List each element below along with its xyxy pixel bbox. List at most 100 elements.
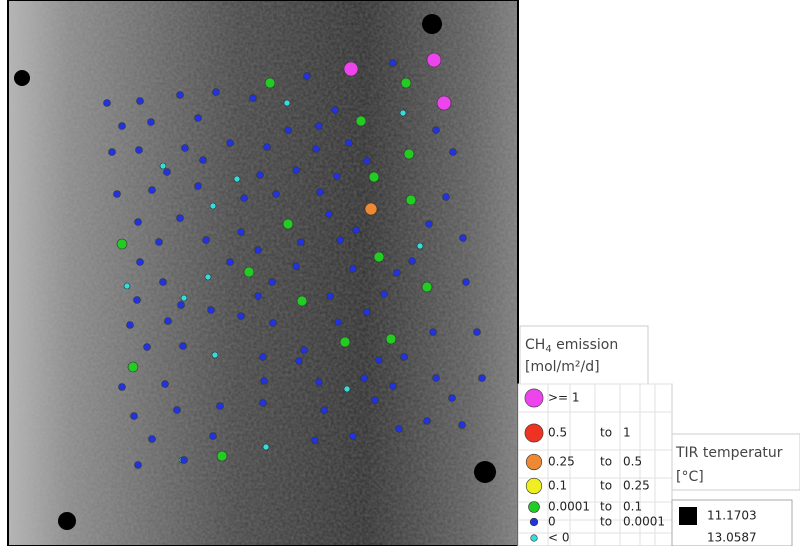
sample-point	[296, 295, 308, 307]
legend-title: TIR temperatur	[675, 445, 783, 461]
sample-point	[459, 234, 467, 242]
sample-point	[425, 220, 433, 228]
legend-label: 0.5	[548, 426, 567, 440]
sample-point	[343, 61, 359, 77]
sample-point	[180, 294, 188, 302]
legend-symbol	[524, 388, 544, 408]
legend-symbol	[528, 501, 540, 513]
sample-point	[254, 292, 262, 300]
sample-point	[173, 406, 181, 414]
sample-point	[118, 383, 126, 391]
sample-point	[260, 377, 268, 385]
sample-point	[118, 122, 126, 130]
sample-point	[176, 91, 184, 99]
legend-label: to	[600, 455, 612, 469]
sample-point	[211, 351, 219, 359]
sample-point	[432, 126, 440, 134]
sample-point	[226, 139, 234, 147]
sample-point	[311, 436, 319, 444]
sample-point	[405, 194, 417, 206]
legend-unit: [mol/m²/d]	[525, 359, 600, 375]
sample-point	[355, 115, 367, 127]
sample-point	[300, 346, 308, 354]
sample-point	[400, 353, 408, 361]
sample-point	[360, 374, 368, 382]
color-swatch	[679, 507, 697, 525]
legend-label: 0.0001	[548, 500, 590, 514]
legend-label: >= 1	[548, 391, 580, 405]
sample-point	[385, 333, 397, 345]
legend-label: 0.1	[548, 479, 567, 493]
sample-point	[268, 278, 276, 286]
sample-point	[349, 265, 357, 273]
sample-point	[269, 319, 277, 327]
sample-point	[259, 353, 267, 361]
sample-point	[345, 139, 353, 147]
sample-point	[282, 218, 294, 230]
sample-point	[389, 382, 397, 390]
legend-label: to	[600, 426, 612, 440]
sample-point	[478, 374, 486, 382]
sample-point	[113, 190, 121, 198]
sample-point	[320, 406, 328, 414]
sample-point	[262, 443, 270, 451]
sample-point	[325, 210, 333, 218]
sample-point	[177, 301, 185, 309]
sample-point	[133, 296, 141, 304]
sample-point	[264, 77, 276, 89]
sample-point	[209, 202, 217, 210]
sample-point	[216, 402, 224, 410]
sample-point	[243, 266, 255, 278]
legend-entry: 11.1703	[707, 509, 757, 523]
sample-point	[159, 278, 167, 286]
sample-point	[136, 258, 144, 266]
sample-point	[134, 461, 142, 469]
sample-point	[163, 168, 171, 176]
legend-title-subscript: 4	[545, 344, 551, 355]
sample-point	[331, 106, 339, 114]
sample-point	[143, 343, 151, 351]
sample-point	[326, 292, 334, 300]
sample-point	[312, 145, 320, 153]
sample-point	[363, 308, 371, 316]
legend-label: 0.25	[623, 479, 650, 493]
sample-point	[408, 257, 416, 265]
sample-point	[180, 456, 188, 464]
legend-label: 0.25	[548, 455, 575, 469]
sample-point	[403, 148, 415, 160]
legend-label: 1	[623, 426, 631, 440]
sample-point	[368, 171, 380, 183]
sample-point	[399, 109, 407, 117]
sample-point	[127, 361, 139, 373]
sample-point	[449, 148, 457, 156]
sample-point	[295, 357, 303, 365]
sample-points	[103, 52, 486, 469]
sample-point	[336, 236, 344, 244]
sample-point	[423, 417, 431, 425]
sample-point	[297, 238, 305, 246]
sample-point	[256, 171, 264, 179]
legend-label: to	[600, 500, 612, 514]
sample-point	[159, 162, 167, 170]
legend-label: < 0	[548, 531, 570, 545]
sample-point	[155, 238, 163, 246]
sample-point	[352, 226, 360, 234]
sample-point	[284, 126, 292, 134]
tir-legend: TIR temperatur [°C] 11.1703 13.0587	[671, 433, 800, 547]
sample-point	[209, 432, 217, 440]
svg-text:CH4 emission: CH4 emission	[525, 337, 618, 355]
thermal-image	[7, 0, 519, 547]
sample-point	[400, 77, 412, 89]
legend-symbol	[525, 453, 543, 471]
sample-point	[421, 281, 433, 293]
sample-point	[179, 342, 187, 350]
sample-point	[161, 380, 169, 388]
sample-point	[395, 425, 403, 433]
ch4-legend: CH4 emission [mol/m²/d] >= 1 0.5 to 1 0.25 to…	[517, 325, 673, 547]
sample-point	[363, 157, 371, 165]
sample-point	[226, 258, 234, 266]
sample-point	[389, 59, 397, 67]
sample-point	[292, 166, 300, 174]
sample-point	[108, 148, 116, 156]
legend-label: 0.1	[623, 500, 642, 514]
